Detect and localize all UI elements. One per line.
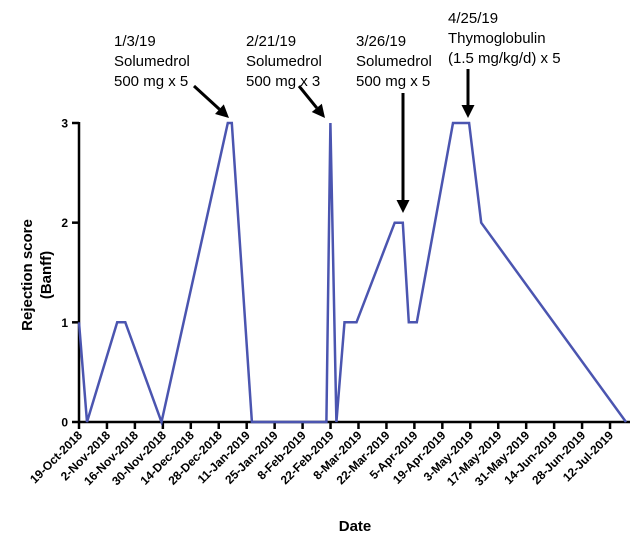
- annotation-arrow-head: [311, 103, 325, 118]
- annotation-layer: 1/3/19 Solumedrol 500 mg x 5 2/21/19 Solumed…: [114, 10, 561, 213]
- annotation-arrow-head: [215, 104, 229, 118]
- y-axis-title-line: Rejection score: [19, 219, 36, 331]
- annotation-text: 500 mg x 3: [246, 73, 320, 90]
- series-line: [77, 121, 628, 427]
- annotation-arrow-head: [461, 105, 475, 118]
- annotation-arrow-head: [396, 200, 410, 213]
- annotation-arrow-shaft: [192, 84, 221, 111]
- annotation-text: Solumedrol: [356, 53, 432, 70]
- annotation-arrow-shaft: [297, 85, 318, 109]
- x-axis-title: Date: [339, 518, 372, 535]
- annotation-text: 3/26/19: [356, 33, 406, 50]
- y-axis-title-line: (Banff): [38, 251, 55, 299]
- annotation-text: 500 mg x 5: [114, 73, 188, 90]
- annotation-text: Solumedrol: [246, 53, 322, 70]
- annotation: 2/21/19 Solumedrol 500 mg x 3: [246, 33, 325, 118]
- y-tick-label: 1: [61, 316, 68, 330]
- y-axis-title: Rejection score (Banff): [19, 219, 55, 331]
- annotation: 4/25/19 Thymoglobulin (1.5 mg/kg/d) x 5: [448, 10, 561, 118]
- annotation-text: (1.5 mg/kg/d) x 5: [448, 50, 561, 67]
- annotation-text: Solumedrol: [114, 53, 190, 70]
- y-tick-label: 2: [61, 216, 68, 230]
- annotation-text: 4/25/19: [448, 10, 498, 27]
- y-tick-label: 0: [61, 416, 68, 430]
- annotation-text: 1/3/19: [114, 33, 156, 50]
- annotation: 3/26/19 Solumedrol 500 mg x 5: [356, 33, 432, 213]
- annotation-text: 2/21/19: [246, 33, 296, 50]
- annotation-text: Thymoglobulin: [448, 30, 546, 47]
- annotation-text: 500 mg x 5: [356, 73, 430, 90]
- series-layer: [77, 121, 628, 427]
- y-tick-label: 3: [61, 117, 68, 131]
- annotation: 1/3/19 Solumedrol 500 mg x 5: [114, 33, 229, 118]
